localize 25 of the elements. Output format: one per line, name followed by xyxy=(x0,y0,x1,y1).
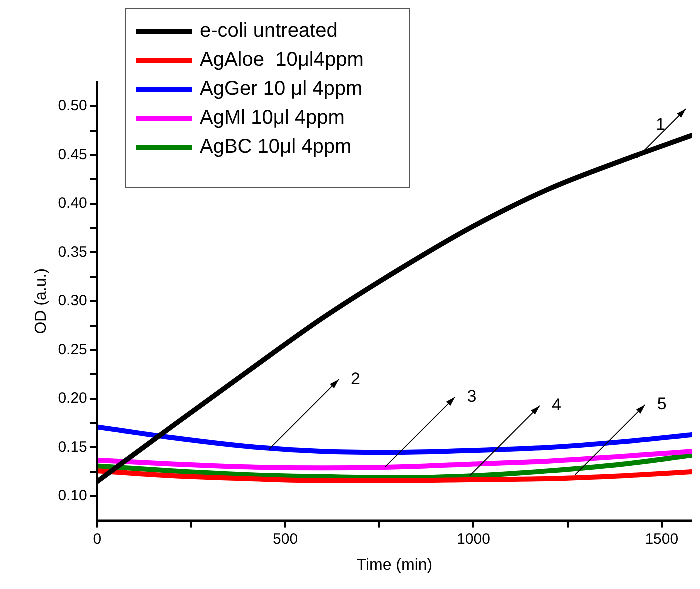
x-tick-label: 0 xyxy=(93,530,102,548)
x-tick-label: 500 xyxy=(273,530,298,548)
y-tick-label: 0.15 xyxy=(58,438,88,456)
annotation: 4 xyxy=(552,396,562,415)
annotation: 3 xyxy=(467,386,477,406)
legend-label: AgMl 10μl 4ppm xyxy=(200,107,345,130)
y-tick-label: 0.10 xyxy=(58,488,88,505)
legend-label: AgGer 10 μl 4ppm xyxy=(200,78,363,101)
y-tick-label: 0.40 xyxy=(58,195,88,212)
y-tick-label: 0.20 xyxy=(58,390,88,408)
annotation: 2 xyxy=(351,369,360,388)
y-tick-label: 0.45 xyxy=(58,146,88,164)
y-tick-label: 0.50 xyxy=(58,98,88,115)
annotation: 5 xyxy=(657,394,667,414)
x-tick-label: 1500 xyxy=(645,530,679,548)
legend-label: AgBC 10μl 4ppm xyxy=(200,136,352,159)
y-tick-label: 0.30 xyxy=(58,292,88,310)
y-tick-label: 0.35 xyxy=(58,244,88,261)
x-axis-title: Time (min) xyxy=(356,556,433,574)
legend-label: AgAloe 10μl4ppm xyxy=(200,49,364,72)
y-tick-label: 0.25 xyxy=(58,341,88,358)
legend-label: e-coli untreated xyxy=(200,20,338,43)
annotation: 1 xyxy=(656,114,666,134)
x-tick-label: 1000 xyxy=(457,530,490,548)
y-axis-title: OD (a.u.) xyxy=(33,268,50,334)
